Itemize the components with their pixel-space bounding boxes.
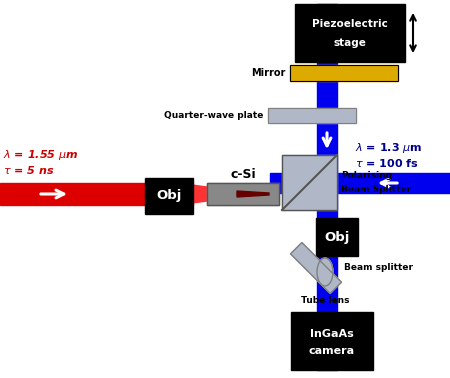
Text: $\lambda$ = 1.55 $\mu$m: $\lambda$ = 1.55 $\mu$m [3,148,78,162]
Bar [207,183,279,205]
Polygon shape [291,243,342,293]
Text: InGaAs: InGaAs [310,329,354,339]
Text: $\lambda$ = 1.3 $\mu$m: $\lambda$ = 1.3 $\mu$m [355,141,423,155]
Bar [207,183,279,205]
Text: Beam Splitter: Beam Splitter [341,184,411,194]
Text: camera: camera [309,347,355,356]
Text: Piezoelectric: Piezoelectric [312,19,388,29]
Bar [145,178,193,214]
Bar [327,173,450,193]
Text: stage: stage [333,39,366,48]
Polygon shape [237,191,269,197]
Bar [295,4,405,62]
Text: Mirror: Mirror [251,68,285,78]
Bar [290,65,398,81]
Text: $\tau$ = 100 fs: $\tau$ = 100 fs [355,157,419,169]
Bar [317,4,337,370]
Ellipse shape [317,258,333,286]
Polygon shape [192,185,237,203]
Bar [291,312,373,370]
Bar [268,108,356,123]
Bar [282,155,337,210]
Bar [0,183,193,205]
Text: Quarter-wave plate: Quarter-wave plate [164,111,263,120]
Text: Tube lens: Tube lens [301,296,349,305]
Bar [282,155,337,210]
Bar [268,108,356,123]
Text: Obj: Obj [156,189,182,203]
Text: $\tau$ = 5 ns: $\tau$ = 5 ns [3,164,54,176]
Bar [290,65,398,81]
Text: Obj: Obj [324,231,350,243]
Bar [316,218,358,256]
Text: Polarising: Polarising [341,171,392,180]
Text: c-Si: c-Si [230,169,256,181]
Bar [270,173,327,193]
Text: Beam splitter: Beam splitter [344,263,413,273]
